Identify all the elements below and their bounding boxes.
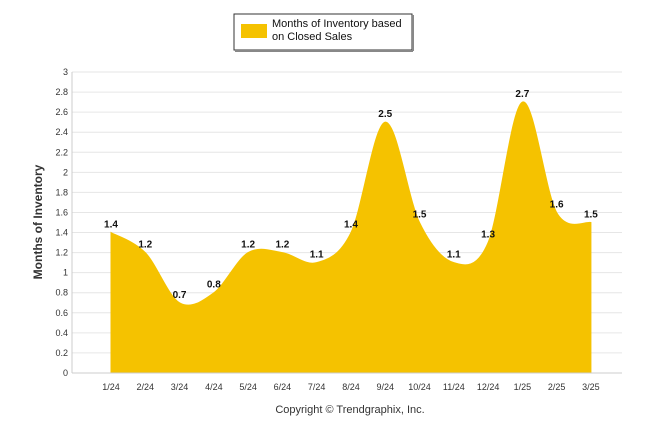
data-label: 1.3 xyxy=(481,230,495,241)
data-label: 0.7 xyxy=(173,290,187,301)
y-tick-label: 2.2 xyxy=(55,147,68,157)
x-tick-label: 11/24 xyxy=(443,382,465,392)
data-label: 1.5 xyxy=(413,210,427,221)
data-label: 1.6 xyxy=(550,199,564,210)
y-tick-label: 0.2 xyxy=(55,348,68,358)
axes xyxy=(71,72,622,374)
x-tick-label: 3/24 xyxy=(171,382,189,392)
legend: Months of Inventory based on Closed Sale… xyxy=(233,13,414,52)
y-tick-labels: 0 0.2 0.4 0.6 0.8 1 1.2 1.4 1.6 1.8 2 2.2 2.4 2.6 2.8 3 xyxy=(55,67,68,378)
y-tick-label: 2.4 xyxy=(55,127,68,137)
data-label: 1.1 xyxy=(447,250,461,261)
area-series xyxy=(110,101,592,374)
data-label: 1.2 xyxy=(138,240,152,251)
y-tick-label: 0.8 xyxy=(55,288,68,298)
data-label: 2.5 xyxy=(378,109,392,120)
y-tick-label: 0.4 xyxy=(55,328,68,338)
y-tick-label: 0 xyxy=(63,368,68,378)
data-label: 2.7 xyxy=(515,89,529,100)
x-tick-label: 2/24 xyxy=(137,382,155,392)
y-tick-label: 1.8 xyxy=(55,187,68,197)
data-label: 1.5 xyxy=(584,210,598,221)
legend-label-line1: Months of Inventory based xyxy=(272,18,402,30)
y-tick-label: 3 xyxy=(63,67,68,77)
y-axis-title: Months of Inventory xyxy=(31,164,45,279)
data-label: 1.2 xyxy=(275,240,289,251)
data-label: 1.4 xyxy=(344,220,358,231)
y-tick-label: 2.6 xyxy=(55,107,68,117)
area-fill xyxy=(110,101,592,374)
x-tick-label: 1/25 xyxy=(514,382,532,392)
data-label: 1.4 xyxy=(104,220,118,231)
x-tick-label: 10/24 xyxy=(408,382,431,392)
y-tick-label: 0.6 xyxy=(55,308,68,318)
x-tick-labels: 1/24 2/24 3/24 4/24 5/24 6/24 7/24 8/24 9/24 10/2… xyxy=(102,382,599,392)
x-tick-label: 3/25 xyxy=(582,382,600,392)
y-tick-label: 1.2 xyxy=(55,248,68,258)
x-tick-label: 4/24 xyxy=(205,382,223,392)
data-label: 0.8 xyxy=(207,280,221,291)
y-tick-label: 1.6 xyxy=(55,207,68,217)
x-tick-label: 6/24 xyxy=(274,382,292,392)
x-tick-label: 7/24 xyxy=(308,382,326,392)
y-tick-label: 1.4 xyxy=(55,228,68,238)
data-label: 1.2 xyxy=(241,240,255,251)
x-tick-label: 1/24 xyxy=(102,382,120,392)
copyright-text: Copyright © Trendgraphix, Inc. xyxy=(275,404,424,416)
x-tick-label: 9/24 xyxy=(376,382,394,392)
x-tick-label: 8/24 xyxy=(342,382,360,392)
legend-swatch xyxy=(241,24,267,38)
x-tick-label: 12/24 xyxy=(477,382,500,392)
y-tick-label: 1 xyxy=(63,268,68,278)
x-tick-label: 2/25 xyxy=(548,382,566,392)
data-labels: 1.4 1.2 0.7 0.8 1.2 1.2 1.1 1.4 2.5 1.5 1.1 1.3 2.7 1… xyxy=(104,89,598,301)
y-tick-label: 2.8 xyxy=(55,87,68,97)
legend-label-line2: on Closed Sales xyxy=(272,31,353,43)
data-label: 1.1 xyxy=(310,250,324,261)
y-tick-label: 2 xyxy=(63,167,68,177)
x-tick-label: 5/24 xyxy=(239,382,257,392)
